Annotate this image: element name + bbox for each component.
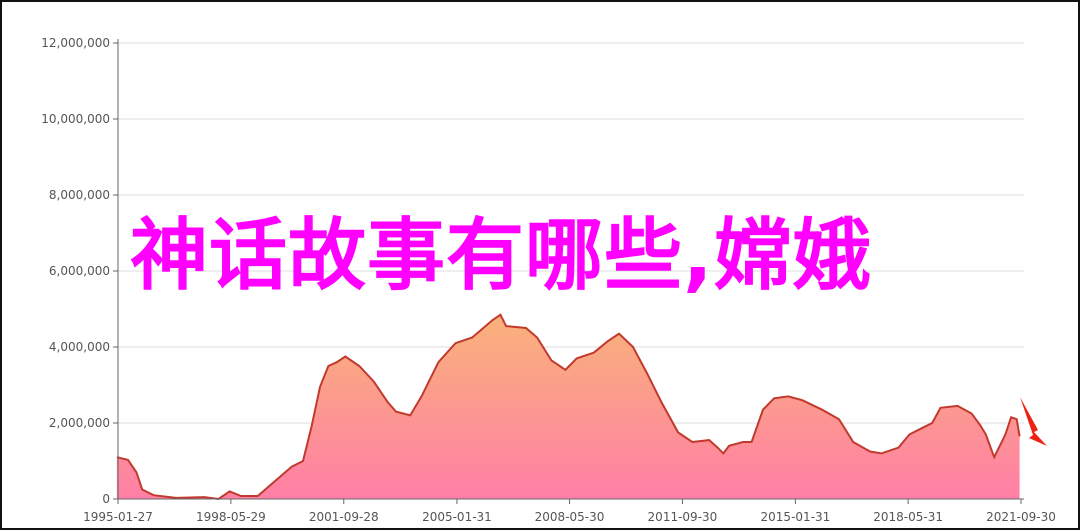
x-tick-label: 1995-01-27 bbox=[83, 510, 153, 524]
y-tick-label: 4,000,000 bbox=[49, 340, 110, 354]
y-tick-label: 6,000,000 bbox=[49, 264, 110, 278]
x-tick-label: 2021-09-30 bbox=[986, 510, 1056, 524]
y-tick-label: 8,000,000 bbox=[49, 188, 110, 202]
x-tick-label: 2008-05-30 bbox=[535, 510, 605, 524]
x-tick-label: 2001-09-28 bbox=[309, 510, 379, 524]
x-tick-label: 1998-05-29 bbox=[196, 510, 266, 524]
y-tick-label: 12,000,000 bbox=[41, 36, 110, 50]
y-axis-ticks: 0 2,000,000 4,000,000 6,000,000 8,000,000 10,… bbox=[41, 36, 118, 506]
series-line bbox=[116, 313, 1021, 501]
y-tick-label: 2,000,000 bbox=[49, 416, 110, 430]
overlay-title-text: 神话故事有哪些,嫦娥 bbox=[130, 211, 872, 301]
y-tick-label: 10,000,000 bbox=[41, 112, 110, 126]
gridlines bbox=[118, 42, 1024, 424]
x-tick-label: 2018-05-31 bbox=[873, 510, 943, 524]
x-tick-label: 2015-01-31 bbox=[761, 510, 831, 524]
x-tick-label: 2011-09-30 bbox=[648, 510, 718, 524]
y-tick-label: 0 bbox=[102, 492, 110, 506]
red-arrow-annotation bbox=[1020, 397, 1047, 446]
data-points bbox=[116, 314, 1020, 500]
series-area bbox=[116, 314, 1020, 499]
x-axis-ticks: 1995-01-27 1998-05-29 2001-09-28 2005-01-31… bbox=[83, 499, 1056, 524]
x-tick-label: 2005-01-31 bbox=[422, 510, 492, 524]
